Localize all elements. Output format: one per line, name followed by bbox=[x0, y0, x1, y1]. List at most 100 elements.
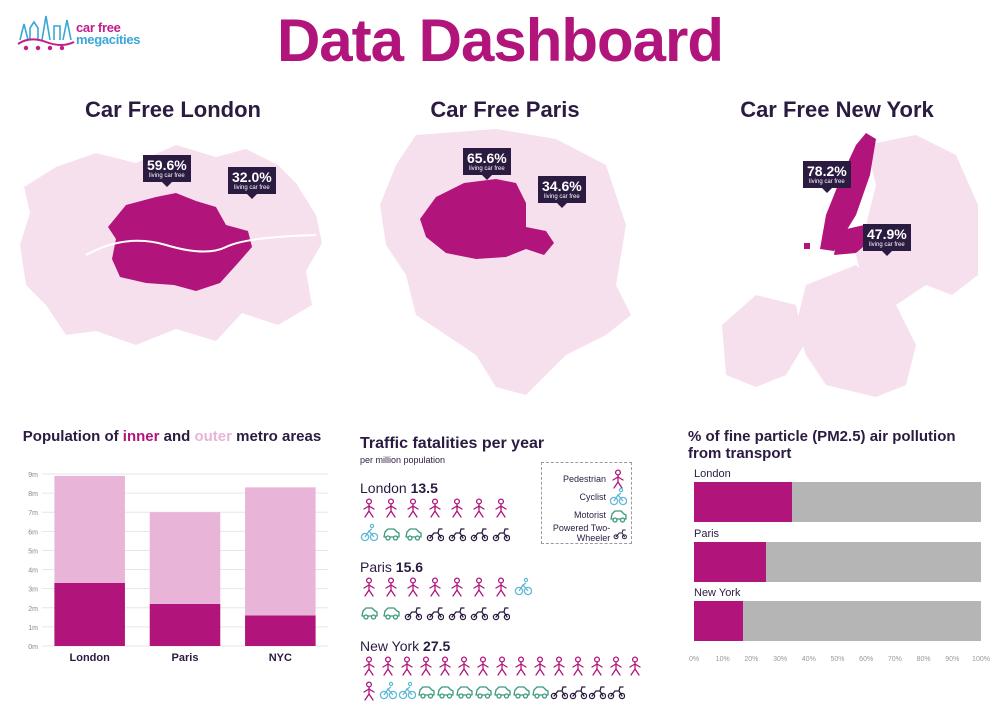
x-tick-label: 30% bbox=[773, 656, 788, 663]
fatalities-new-york-row1 bbox=[360, 655, 644, 677]
paris-map-title: Car Free Paris bbox=[430, 97, 580, 122]
pedestrian-icon bbox=[363, 577, 375, 597]
pedestrian-icon bbox=[385, 577, 397, 597]
new-york-inner-brooklyn bbox=[834, 225, 870, 255]
pedestrian-icon bbox=[473, 577, 485, 597]
new-york-inner-caption: living car free bbox=[809, 179, 845, 185]
new-york-map-title: Car Free New York bbox=[740, 97, 934, 122]
pm25-chart-title: % of fine particle (PM2.5) air pollution… bbox=[688, 428, 956, 462]
pm25-bar-value bbox=[694, 482, 792, 522]
pedestrian-icon bbox=[515, 656, 527, 676]
y-tick-label: 4m bbox=[28, 568, 38, 575]
paris-inner-caption: living car free bbox=[469, 166, 505, 172]
motorbike-icon bbox=[492, 607, 510, 621]
cyclist-icon bbox=[379, 681, 397, 700]
fatalities-paris-value: 15.6 bbox=[395, 559, 424, 575]
fatalities-paris-label: Paris 15.6 bbox=[360, 559, 423, 575]
fatalities-paris-row1 bbox=[360, 576, 532, 598]
page-title: Data Dashboard bbox=[276, 7, 724, 74]
pedestrian-icon bbox=[629, 656, 641, 676]
car-icon bbox=[361, 607, 378, 620]
pm25-category-label: New York bbox=[694, 587, 741, 599]
bar-paris-outer bbox=[149, 512, 221, 604]
motorbike-icon bbox=[448, 528, 466, 542]
car-icon bbox=[456, 686, 473, 699]
london-map-title: Car Free London bbox=[84, 97, 261, 122]
x-tick-label: 80% bbox=[916, 656, 931, 663]
paris-inner-area bbox=[420, 179, 554, 259]
fatalities-london-row2 bbox=[360, 522, 510, 544]
pedestrian-icon bbox=[363, 498, 375, 518]
pedestrian-icon bbox=[495, 498, 507, 518]
fatalities-subtitle: per million population bbox=[360, 455, 446, 465]
fatalities-paris-row2 bbox=[360, 601, 510, 623]
pedestrian-icon bbox=[407, 498, 419, 518]
legend-ptw-label: Powered Two-Wheeler bbox=[552, 523, 611, 543]
pm25-bar-value bbox=[694, 542, 766, 582]
cyclist-icon bbox=[360, 523, 378, 542]
fatalities-london-row1 bbox=[360, 497, 510, 519]
x-tick-label: 20% bbox=[744, 656, 759, 663]
cyclist-icon bbox=[398, 681, 416, 700]
car-icon bbox=[405, 528, 422, 541]
london-inner-callout: 59.6% living car free bbox=[143, 155, 191, 187]
new-york-outer-caption: living car free bbox=[869, 242, 905, 248]
motorbike-icon bbox=[613, 529, 627, 540]
motorbike-icon bbox=[404, 607, 422, 621]
car-icon bbox=[418, 686, 435, 699]
x-category-label: NYC bbox=[269, 652, 292, 664]
pedestrian-icon bbox=[534, 656, 546, 676]
pedestrian-icon bbox=[407, 577, 419, 597]
y-tick-label: 6m bbox=[28, 529, 38, 536]
pedestrian-icon bbox=[610, 656, 622, 676]
motorbike-icon bbox=[550, 686, 568, 700]
new-york-staten-island bbox=[722, 295, 804, 387]
london-inner-caption: living car free bbox=[149, 173, 185, 179]
pedestrian-icon bbox=[363, 656, 375, 676]
pedestrian-icon bbox=[429, 577, 441, 597]
thames-river bbox=[85, 234, 317, 256]
pedestrian-icon bbox=[439, 656, 451, 676]
paris-outer-callout: 34.6% living car free bbox=[538, 176, 586, 208]
london-inner-pct: 59.6% bbox=[147, 157, 187, 173]
pedestrian-icon bbox=[458, 656, 470, 676]
y-tick-label: 1m bbox=[28, 625, 38, 632]
y-tick-label: 8m bbox=[28, 491, 38, 498]
motorbike-icon bbox=[588, 686, 606, 700]
motorbike-icon bbox=[426, 528, 444, 542]
pm25-bar-track bbox=[694, 542, 981, 582]
london-inner-area bbox=[108, 193, 252, 291]
legend-pedestrian-label: Pedestrian bbox=[562, 474, 606, 484]
paris-outer-pct: 34.6% bbox=[542, 178, 582, 194]
y-tick-label: 7m bbox=[28, 510, 38, 517]
car-free-megacities-logo[interactable]: car free megacities bbox=[16, 10, 146, 52]
pedestrian-icon bbox=[451, 577, 463, 597]
fatalities-paris-name: Paris bbox=[360, 559, 392, 575]
legend-powered-two-wheeler: Powered Two-Wheeler bbox=[541, 523, 627, 543]
london-outer-callout: 32.0% living car free bbox=[228, 167, 276, 199]
pedestrian-icon bbox=[429, 498, 441, 518]
skyline-logo-icon bbox=[17, 15, 75, 51]
new-york-manhattan bbox=[820, 133, 876, 251]
x-tick-label: 40% bbox=[801, 656, 816, 663]
pm25-category-label: London bbox=[694, 468, 731, 480]
population-title-inner: inner bbox=[122, 428, 160, 445]
legend-motorist-label: Motorist bbox=[573, 510, 606, 520]
population-chart-title: Population of inner and outer metro area… bbox=[22, 428, 322, 445]
legend-pedestrian: Pedestrian bbox=[563, 469, 627, 489]
pedestrian-icon bbox=[451, 498, 463, 518]
logo-text: car free megacities bbox=[76, 21, 141, 46]
y-tick-label: 3m bbox=[28, 587, 38, 594]
fatalities-new-york-name: New York bbox=[360, 638, 420, 654]
pedestrian-icon bbox=[591, 656, 603, 676]
motorbike-icon bbox=[492, 528, 510, 542]
x-tick-label: 70% bbox=[887, 656, 902, 663]
motorbike-icon bbox=[569, 686, 587, 700]
london-map bbox=[20, 145, 322, 345]
legend-cyclist: Cyclist bbox=[580, 487, 627, 507]
paris-inner-pct: 65.6% bbox=[467, 150, 507, 166]
new-york-inner-callout: 78.2% living car free bbox=[803, 161, 851, 193]
car-icon bbox=[494, 686, 511, 699]
new-york-map bbox=[722, 133, 978, 397]
pedestrian-icon bbox=[496, 656, 508, 676]
